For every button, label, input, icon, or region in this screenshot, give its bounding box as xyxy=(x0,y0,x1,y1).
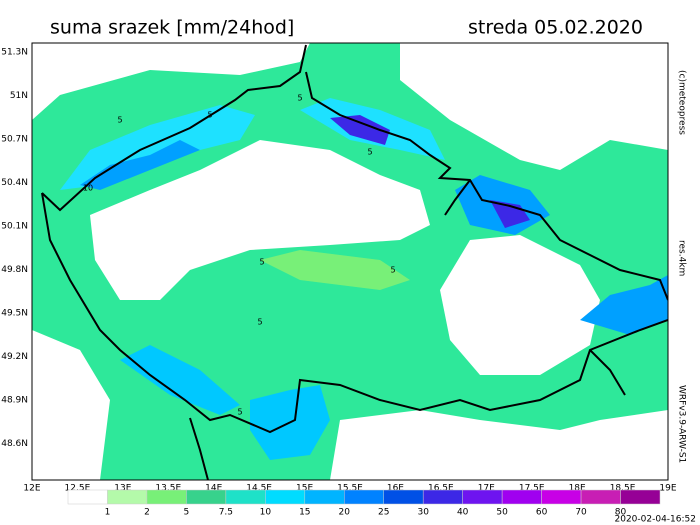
precip-core xyxy=(490,200,530,228)
contour-label: 10 xyxy=(83,184,93,193)
lon-label: 14E xyxy=(205,484,222,494)
lat-label: 48.9N xyxy=(1,396,28,406)
dry-area xyxy=(440,235,600,375)
lat-label: 50.1N xyxy=(1,222,28,232)
colorbar-label: 7.5 xyxy=(219,508,233,518)
precip-light xyxy=(260,250,410,290)
dry-area xyxy=(32,43,310,120)
lon-label: 13.5E xyxy=(155,484,181,494)
lon-label: 12.5E xyxy=(65,484,91,494)
lat-label: 49.2N xyxy=(1,352,28,362)
colorbar-swatch xyxy=(462,489,503,505)
colorbar-label: 5 xyxy=(184,508,190,518)
colorbar-swatch xyxy=(620,489,661,505)
copyright: (c)meteopress xyxy=(677,70,687,135)
colorbar-swatch xyxy=(541,489,582,505)
dry-area xyxy=(90,140,430,300)
map-title: suma srazek [mm/24hod] xyxy=(50,17,294,39)
contour-label: 5 xyxy=(237,408,242,417)
model: WRFv3.9-ARW-S1 xyxy=(677,385,687,463)
colorbar-swatch xyxy=(67,489,108,505)
lat-label: 48.6N xyxy=(1,439,28,449)
dry-area xyxy=(400,43,668,170)
colorbar-swatch xyxy=(186,489,227,505)
precipitation-field xyxy=(32,43,668,480)
lon-label: 15E xyxy=(296,484,313,494)
timestamp: 2020-02-04-16:52 xyxy=(615,515,697,525)
lon-label: 16E xyxy=(387,484,404,494)
colorbar-label: 15 xyxy=(299,508,310,518)
colorbar-swatch xyxy=(501,489,542,505)
colorbar-swatch xyxy=(422,489,463,505)
colorbar-label: 70 xyxy=(575,508,587,518)
colorbar-label: 50 xyxy=(496,508,508,518)
lon-label: 17E xyxy=(478,484,495,494)
colorbar-label: 30 xyxy=(417,508,429,518)
colorbar-label: 80 xyxy=(615,508,627,518)
colorbar-label: 25 xyxy=(378,508,389,518)
colorbar-swatch xyxy=(383,489,424,505)
colorbar-label: 60 xyxy=(536,508,548,518)
colorbar-label: 40 xyxy=(457,508,469,518)
lat-label: 51.3N xyxy=(1,48,28,58)
colorbar-swatch xyxy=(580,489,621,505)
contour-label: 5 xyxy=(117,116,122,125)
colorbar-swatch xyxy=(107,489,148,505)
lon-label: 16.5E xyxy=(428,484,454,494)
colorbar-label: 20 xyxy=(339,508,351,518)
lat-label: 50.4N xyxy=(1,178,28,188)
precip-core xyxy=(120,345,240,415)
lon-label: 18E xyxy=(569,484,586,494)
colorbar-label: 1 xyxy=(105,508,111,518)
lon-label: 18.5E xyxy=(610,484,636,494)
colorbar-swatch xyxy=(304,489,345,505)
plot-frame xyxy=(31,42,669,481)
contour-label: 5 xyxy=(259,258,264,267)
colorbar-swatch xyxy=(146,489,187,505)
lat-label: 50.7N xyxy=(1,135,28,145)
lon-label: 17.5E xyxy=(519,484,545,494)
precip-core xyxy=(580,275,668,335)
colorbar-swatch xyxy=(344,489,384,505)
lat-label: 51N xyxy=(10,91,28,101)
precip-core xyxy=(330,115,390,145)
dry-area xyxy=(32,330,110,480)
lon-label: 13E xyxy=(114,484,131,494)
contour-label: 5 xyxy=(207,111,212,120)
colorbar-label: 10 xyxy=(260,508,272,518)
precip-core xyxy=(80,140,200,190)
colorbar-swatch xyxy=(225,489,266,505)
resolution: res.4km xyxy=(677,240,687,276)
colorbar-label: 2 xyxy=(144,508,150,518)
map-date: streda 05.02.2020 xyxy=(468,17,643,39)
contour-label: 5 xyxy=(367,148,372,157)
contour-label: 5 xyxy=(257,318,262,327)
lon-label: 19E xyxy=(659,484,676,494)
lat-label: 49.8N xyxy=(1,265,28,275)
lon-label: 12E xyxy=(23,484,40,494)
dry-area xyxy=(330,410,668,480)
lat-label: 49.5N xyxy=(1,309,28,319)
contour-label: 5 xyxy=(390,266,395,275)
country-border xyxy=(41,44,668,480)
lon-label: 15.5E xyxy=(337,484,363,494)
contour-label: 5 xyxy=(297,94,302,103)
lon-label: 14.5E xyxy=(246,484,272,494)
colorbar-swatch xyxy=(265,489,306,505)
